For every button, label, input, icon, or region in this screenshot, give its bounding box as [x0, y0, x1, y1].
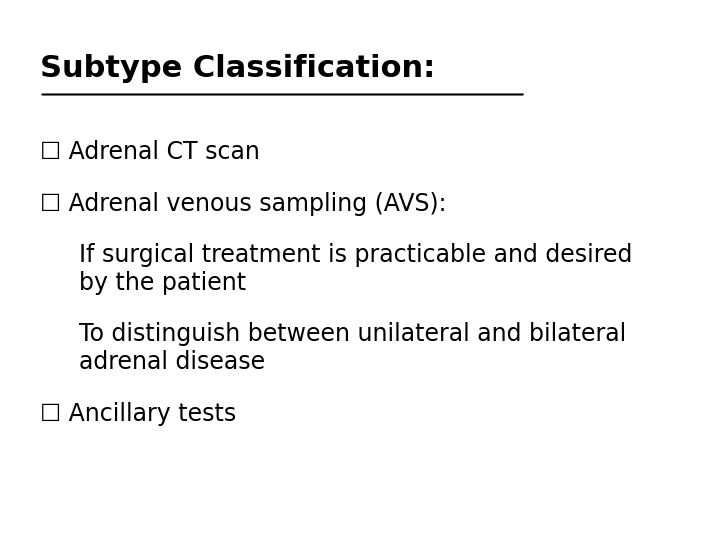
Text: ☐ Adrenal CT scan: ☐ Adrenal CT scan: [40, 140, 259, 164]
Text: To distinguish between unilateral and bilateral: To distinguish between unilateral and bi…: [79, 322, 626, 346]
Text: adrenal disease: adrenal disease: [79, 350, 266, 374]
Text: by the patient: by the patient: [79, 271, 246, 295]
Text: Subtype Classification:: Subtype Classification:: [40, 54, 435, 83]
Text: ☐ Ancillary tests: ☐ Ancillary tests: [40, 402, 236, 426]
Text: If surgical treatment is practicable and desired: If surgical treatment is practicable and…: [79, 243, 633, 267]
Text: ☐ Adrenal venous sampling (AVS):: ☐ Adrenal venous sampling (AVS):: [40, 192, 446, 215]
